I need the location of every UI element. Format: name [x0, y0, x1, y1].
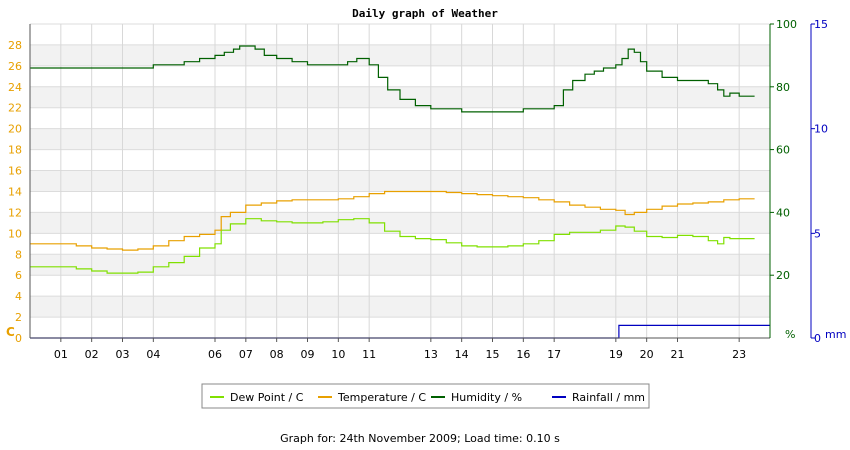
x-tick-label: 03: [116, 348, 130, 361]
x-tick-label: 17: [547, 348, 561, 361]
left-tick-label: 4: [15, 290, 22, 303]
left-tick-label: 10: [8, 227, 22, 240]
left-tick-label: 18: [8, 144, 22, 157]
rainfall-tick-label: 15: [814, 18, 828, 31]
x-axis-ticks: 01 02 03 04 06 07 08 09 10 11 13 14 15 16 17 19 20 21 23: [54, 338, 746, 361]
rainfall-tick-label: 5: [814, 227, 821, 240]
x-tick-label: 01: [54, 348, 68, 361]
grid-band: [30, 44, 770, 66]
left-tick-label: 16: [8, 165, 22, 178]
left-tick-label: 22: [8, 102, 22, 115]
humidity-axis-ticks: 20 40 60 80 100: [770, 18, 797, 282]
left-tick-label: 28: [8, 39, 22, 52]
grid-band: [30, 212, 770, 234]
legend-box: [201, 383, 650, 409]
x-tick-label: 13: [424, 348, 438, 361]
x-tick-label: 21: [671, 348, 685, 361]
x-tick-label: 14: [455, 348, 469, 361]
left-tick-label: 26: [8, 60, 22, 73]
legend-label-1: Temperature / C: [337, 391, 426, 404]
left-tick-label: 8: [15, 248, 22, 261]
x-tick-label: 06: [208, 348, 222, 361]
x-tick-label: 07: [239, 348, 253, 361]
legend-label-2: Humidity / %: [451, 391, 522, 404]
humidity-tick-label: 20: [776, 269, 790, 282]
grid-band: [30, 170, 770, 192]
x-tick-label: 11: [362, 348, 376, 361]
x-tick-label: 04: [146, 348, 160, 361]
x-tick-label: 19: [609, 348, 623, 361]
rainfall-axis-unit: mm: [825, 328, 846, 341]
x-tick-label: 23: [732, 348, 746, 361]
rainfall-tick-label: 0: [814, 332, 821, 345]
humidity-tick-label: 80: [776, 81, 790, 94]
x-tick-label: 10: [331, 348, 345, 361]
left-tick-label: 24: [8, 81, 22, 94]
legend: Dew Point / C Temperature / C Humidity / %…: [201, 383, 650, 409]
x-tick-label: 15: [486, 348, 500, 361]
chart-title: Daily graph of Weather: [352, 7, 498, 20]
x-tick-label: 20: [640, 348, 654, 361]
grid-lines: [30, 23, 770, 338]
series-line-2: [30, 45, 755, 113]
humidity-tick-label: 40: [776, 206, 790, 219]
left-tick-label: 14: [8, 185, 22, 198]
series-line-1: [30, 190, 755, 251]
x-tick-label: 08: [270, 348, 284, 361]
humidity-tick-label: 60: [776, 144, 790, 157]
left-tick-label: 6: [15, 269, 22, 282]
legend-label-0: Dew Point / C: [230, 391, 304, 404]
left-tick-label: 0: [15, 332, 22, 345]
humidity-tick-label: 100: [776, 18, 797, 31]
grid-band: [30, 296, 770, 318]
rainfall-tick-label: 10: [814, 123, 828, 136]
footer-text: Graph for: 24th November 2009; Load time…: [280, 432, 560, 445]
series-line-0: [30, 218, 755, 274]
left-tick-label: 20: [8, 123, 22, 136]
humidity-axis-unit: %: [785, 328, 795, 341]
x-tick-label: 09: [301, 348, 315, 361]
left-axis-unit: C: [6, 325, 15, 339]
x-tick-label: 02: [85, 348, 99, 361]
rainfall-axis-ticks: 0 5 10 15: [811, 18, 828, 345]
left-tick-label: 2: [15, 311, 22, 324]
grid-band: [30, 128, 770, 150]
x-tick-label: 16: [516, 348, 530, 361]
legend-label-3: Rainfall / mm: [572, 391, 645, 404]
left-tick-label: 12: [8, 206, 22, 219]
